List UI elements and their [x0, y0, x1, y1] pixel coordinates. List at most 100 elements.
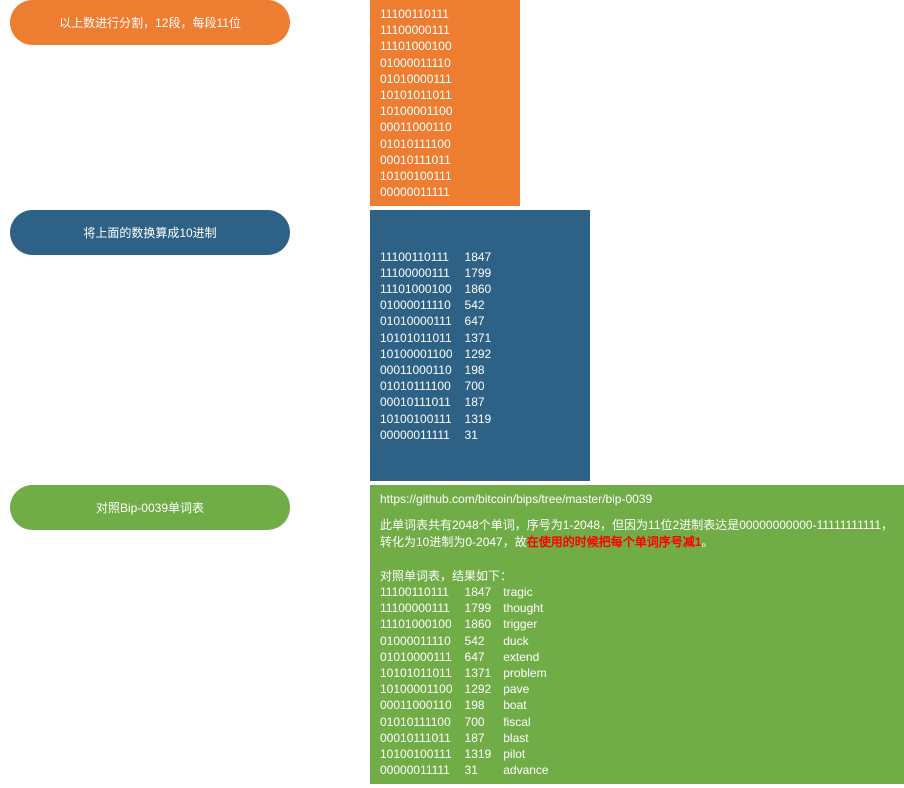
dec-cell: 1847	[465, 249, 504, 265]
bin-cell: 10100100111	[380, 411, 465, 427]
step3-description: 此单词表共有2048个单词，序号为1-2048，但因为11位2进制表达是0000…	[380, 517, 894, 549]
step1-label-pill: 以上数进行分割，12段，每段11位	[10, 0, 290, 45]
bin-cell: 00011000110	[380, 362, 465, 378]
table-row: 0000001111131	[380, 427, 503, 443]
bin-cell: 01000011110	[380, 297, 465, 313]
dec-cell: 1371	[465, 330, 504, 346]
word-cell: blast	[503, 730, 560, 746]
bin-cell: 00010111011	[380, 730, 465, 746]
bin-cell: 00000011111	[380, 762, 465, 778]
step1-box: 11100110111 11100000111 11101000100 0100…	[370, 0, 520, 206]
dec-cell: 31	[465, 762, 504, 778]
bin-cell: 01010000111	[380, 313, 465, 329]
bin-cell: 10101011011	[380, 330, 465, 346]
table-row: 101000011001292	[380, 346, 503, 362]
step3-row: 对照Bip-0039单词表 https://github.com/bitcoin…	[0, 485, 904, 784]
bin-cell: 01010111100	[380, 378, 465, 394]
table-row: 01010000111647	[380, 313, 503, 329]
table-row: 101001001111319pilot	[380, 746, 561, 762]
step3-desc-suffix: 。	[701, 535, 713, 549]
bin-cell: 10100001100	[380, 681, 465, 697]
table-row: 111000001111799	[380, 265, 503, 281]
step2-label-pill: 将上面的数换算成10进制	[10, 210, 290, 255]
table-row: 111010001001860trigger	[380, 616, 561, 632]
bin-cell: 00010111011	[380, 394, 465, 410]
table-row: 00011000110198boat	[380, 697, 561, 713]
table-row: 01010000111647extend	[380, 649, 561, 665]
bin-cell: 10101011011	[380, 665, 465, 681]
dec-cell: 1860	[465, 281, 504, 297]
dec-cell: 1371	[465, 665, 504, 681]
dec-cell: 1847	[465, 584, 504, 600]
step2-row: 将上面的数换算成10进制 111001101111847111000001111…	[0, 210, 904, 481]
step3-label: 对照Bip-0039单词表	[96, 501, 204, 515]
table-row: 01010111100700	[380, 378, 503, 394]
bin-cell: 11100000111	[380, 600, 465, 616]
word-cell: duck	[503, 633, 560, 649]
bin-cell: 11100110111	[380, 249, 465, 265]
bin-cell: 11101000100	[380, 281, 465, 297]
dec-cell: 187	[465, 394, 504, 410]
bin-cell: 01000011110	[380, 633, 465, 649]
table-row: 0000001111131advance	[380, 762, 561, 778]
dec-cell: 647	[465, 313, 504, 329]
dec-cell: 542	[465, 297, 504, 313]
bin-cell: 01010000111	[380, 649, 465, 665]
table-row: 00011000110198	[380, 362, 503, 378]
table-row: 101010110111371	[380, 330, 503, 346]
word-cell: boat	[503, 697, 560, 713]
table-row: 00010111011187blast	[380, 730, 561, 746]
table-row: 101001001111319	[380, 411, 503, 427]
dec-cell: 198	[465, 362, 504, 378]
word-cell: tragic	[503, 584, 560, 600]
dec-cell: 700	[465, 714, 504, 730]
dec-cell: 1292	[465, 346, 504, 362]
word-cell: fiscal	[503, 714, 560, 730]
dec-cell: 187	[465, 730, 504, 746]
step3-table: 111001101111847tragic111000001111799thou…	[380, 584, 561, 778]
word-cell: extend	[503, 649, 560, 665]
table-row: 111001101111847	[380, 249, 503, 265]
table-row: 111001101111847tragic	[380, 584, 561, 600]
bin-cell: 10100100111	[380, 746, 465, 762]
step3-box: https://github.com/bitcoin/bips/tree/mas…	[370, 485, 904, 784]
word-cell: thought	[503, 600, 560, 616]
table-row: 101000011001292pave	[380, 681, 561, 697]
dec-cell: 1860	[465, 616, 504, 632]
step3-result-header: 对照单词表，结果如下：	[380, 568, 894, 584]
dec-cell: 31	[465, 427, 504, 443]
table-row: 01000011110542duck	[380, 633, 561, 649]
dec-cell: 1319	[465, 746, 504, 762]
bip39-link[interactable]: https://github.com/bitcoin/bips/tree/mas…	[380, 492, 652, 506]
dec-cell: 647	[465, 649, 504, 665]
bin-cell: 11100000111	[380, 265, 465, 281]
step2-box: 1110011011118471110000011117991110100010…	[370, 210, 590, 481]
word-cell: problem	[503, 665, 560, 681]
dec-cell: 1799	[465, 265, 504, 281]
dec-cell: 700	[465, 378, 504, 394]
word-cell: pilot	[503, 746, 560, 762]
dec-cell: 542	[465, 633, 504, 649]
bin-cell: 00011000110	[380, 697, 465, 713]
step2-label: 将上面的数换算成10进制	[83, 226, 216, 240]
dec-cell: 1799	[465, 600, 504, 616]
table-row: 111000001111799thought	[380, 600, 561, 616]
bin-cell: 00000011111	[380, 427, 465, 443]
table-row: 00010111011187	[380, 394, 503, 410]
bin-cell: 11100110111	[380, 584, 465, 600]
table-row: 01000011110542	[380, 297, 503, 313]
table-row: 101010110111371problem	[380, 665, 561, 681]
step2-table: 1110011011118471110000011117991110100010…	[380, 249, 503, 443]
table-row: 111010001001860	[380, 281, 503, 297]
step3-desc-red: 在使用的时候把每个单词序号减1	[527, 535, 702, 549]
word-cell: trigger	[503, 616, 560, 632]
dec-cell: 198	[465, 697, 504, 713]
step3-label-pill: 对照Bip-0039单词表	[10, 485, 290, 530]
bin-cell: 11101000100	[380, 616, 465, 632]
bin-cell: 01010111100	[380, 714, 465, 730]
dec-cell: 1319	[465, 411, 504, 427]
bin-cell: 10100001100	[380, 346, 465, 362]
table-row: 01010111100700fiscal	[380, 714, 561, 730]
word-cell: advance	[503, 762, 560, 778]
dec-cell: 1292	[465, 681, 504, 697]
